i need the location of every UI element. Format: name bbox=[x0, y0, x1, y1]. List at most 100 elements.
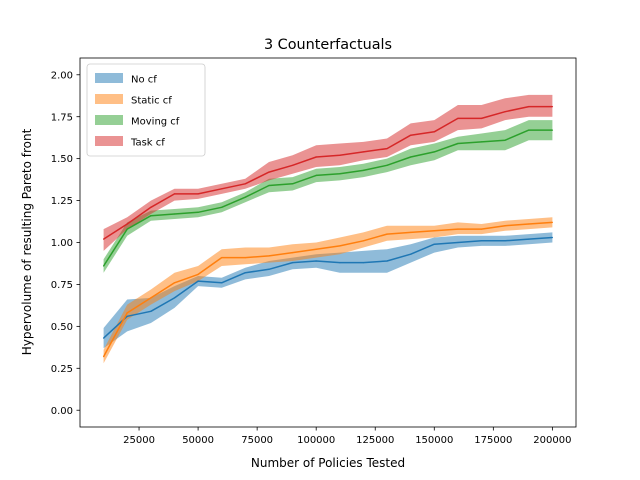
point-task-cf-100000 bbox=[315, 156, 317, 158]
point-static-cf-80000 bbox=[268, 255, 270, 257]
point-no-cf-70000 bbox=[244, 272, 246, 274]
point-moving-cf-20000 bbox=[126, 228, 128, 230]
y-tick-label: 1.50 bbox=[51, 154, 73, 165]
point-no-cf-40000 bbox=[173, 297, 176, 299]
point-task-cf-50000 bbox=[197, 193, 199, 195]
point-no-cf-30000 bbox=[150, 310, 152, 312]
x-tick-label: 200000 bbox=[533, 435, 571, 446]
point-task-cf-80000 bbox=[268, 171, 270, 173]
point-task-cf-10000 bbox=[103, 238, 105, 240]
x-axis-label: Number of Policies Tested bbox=[251, 456, 405, 470]
line-moving-cf bbox=[102, 129, 553, 267]
x-tick-label: 150000 bbox=[415, 435, 453, 446]
point-static-cf-90000 bbox=[292, 252, 294, 254]
point-moving-cf-140000 bbox=[410, 156, 412, 158]
point-no-cf-10000 bbox=[103, 337, 105, 339]
point-task-cf-180000 bbox=[504, 111, 506, 113]
point-static-cf-110000 bbox=[339, 245, 341, 247]
point-static-cf-160000 bbox=[457, 228, 459, 230]
legend-swatch-static-cf bbox=[95, 94, 123, 104]
point-no-cf-80000 bbox=[268, 268, 270, 270]
point-static-cf-60000 bbox=[221, 257, 223, 259]
point-no-cf-90000 bbox=[292, 262, 294, 264]
point-no-cf-180000 bbox=[504, 240, 506, 242]
point-task-cf-150000 bbox=[433, 131, 435, 133]
y-tick-label: 2.00 bbox=[51, 70, 73, 81]
legend-box bbox=[86, 63, 206, 157]
point-task-cf-70000 bbox=[244, 183, 246, 185]
point-moving-cf-30000 bbox=[150, 215, 152, 217]
point-moving-cf-50000 bbox=[197, 211, 199, 213]
point-static-cf-120000 bbox=[362, 240, 364, 242]
line-no-cf bbox=[103, 236, 553, 339]
point-no-cf-130000 bbox=[386, 260, 388, 262]
point-static-cf-10000 bbox=[103, 356, 105, 358]
point-moving-cf-190000 bbox=[528, 129, 530, 131]
point-no-cf-110000 bbox=[339, 262, 341, 264]
point-moving-cf-200000 bbox=[551, 129, 554, 131]
band-moving-cf bbox=[103, 120, 553, 273]
legend-label-moving-cf: Moving cf bbox=[131, 117, 180, 128]
point-moving-cf-70000 bbox=[244, 196, 246, 198]
point-static-cf-70000 bbox=[244, 257, 246, 259]
point-static-cf-100000 bbox=[315, 248, 317, 250]
confidence-bands bbox=[103, 94, 553, 364]
point-task-cf-160000 bbox=[457, 117, 459, 119]
point-task-cf-170000 bbox=[480, 117, 483, 119]
point-static-cf-130000 bbox=[386, 233, 388, 235]
point-moving-cf-60000 bbox=[221, 206, 223, 208]
line-static-cf bbox=[102, 221, 553, 357]
point-no-cf-120000 bbox=[362, 262, 364, 264]
y-axis-label: Hypervolume of resulting Pareto front bbox=[20, 128, 34, 355]
y-axis: 0.00 0.25 0.50 0.75 1.00 1.25 1.50 1.75 2.00 bbox=[51, 70, 80, 417]
legend: No cf Static cf Moving cf Task cf bbox=[86, 63, 206, 157]
point-no-cf-20000 bbox=[126, 315, 128, 317]
series-lines bbox=[102, 105, 554, 358]
x-tick-label: 75000 bbox=[241, 435, 273, 446]
point-task-cf-130000 bbox=[386, 148, 388, 150]
legend-label-static-cf: Static cf bbox=[131, 96, 172, 107]
point-task-cf-20000 bbox=[126, 223, 128, 225]
point-moving-cf-80000 bbox=[268, 184, 270, 187]
x-tick-label: 25000 bbox=[123, 435, 155, 446]
point-no-cf-190000 bbox=[528, 238, 530, 240]
point-moving-cf-90000 bbox=[292, 183, 294, 185]
point-no-cf-60000 bbox=[221, 282, 223, 284]
point-no-cf-50000 bbox=[197, 280, 199, 282]
legend-label-task-cf: Task cf bbox=[130, 138, 165, 149]
x-tick-label: 100000 bbox=[297, 435, 335, 446]
point-no-cf-140000 bbox=[410, 253, 412, 255]
point-task-cf-110000 bbox=[339, 154, 341, 156]
legend-swatch-no-cf bbox=[95, 73, 123, 83]
point-task-cf-190000 bbox=[528, 106, 530, 108]
point-task-cf-90000 bbox=[292, 164, 294, 166]
point-moving-cf-110000 bbox=[339, 173, 341, 175]
point-moving-cf-100000 bbox=[315, 174, 317, 176]
point-moving-cf-150000 bbox=[433, 151, 435, 153]
point-task-cf-120000 bbox=[362, 151, 364, 153]
legend-swatch-moving-cf bbox=[95, 115, 123, 125]
y-tick-label: 0.75 bbox=[51, 280, 73, 291]
point-static-cf-180000 bbox=[504, 225, 506, 227]
point-static-cf-40000 bbox=[173, 282, 176, 284]
y-tick-label: 1.25 bbox=[51, 196, 73, 207]
y-tick-label: 0.25 bbox=[51, 364, 73, 375]
y-tick-label: 1.75 bbox=[51, 112, 73, 123]
x-tick-label: 125000 bbox=[356, 435, 394, 446]
point-moving-cf-160000 bbox=[457, 142, 459, 145]
point-moving-cf-40000 bbox=[173, 213, 176, 215]
legend-swatch-task-cf bbox=[95, 136, 123, 146]
legend-label-no-cf: No cf bbox=[131, 75, 157, 86]
chart-title: 3 Counterfactuals bbox=[264, 37, 392, 53]
point-task-cf-40000 bbox=[173, 193, 176, 195]
point-task-cf-140000 bbox=[410, 134, 412, 136]
point-static-cf-30000 bbox=[150, 297, 152, 299]
point-static-cf-50000 bbox=[197, 273, 199, 275]
point-task-cf-200000 bbox=[551, 106, 554, 108]
point-static-cf-200000 bbox=[551, 221, 554, 223]
y-tick-label: 0.00 bbox=[51, 406, 73, 417]
point-task-cf-30000 bbox=[150, 206, 152, 208]
point-no-cf-100000 bbox=[315, 260, 317, 262]
point-static-cf-20000 bbox=[126, 312, 128, 314]
y-tick-label: 1.00 bbox=[51, 238, 73, 249]
